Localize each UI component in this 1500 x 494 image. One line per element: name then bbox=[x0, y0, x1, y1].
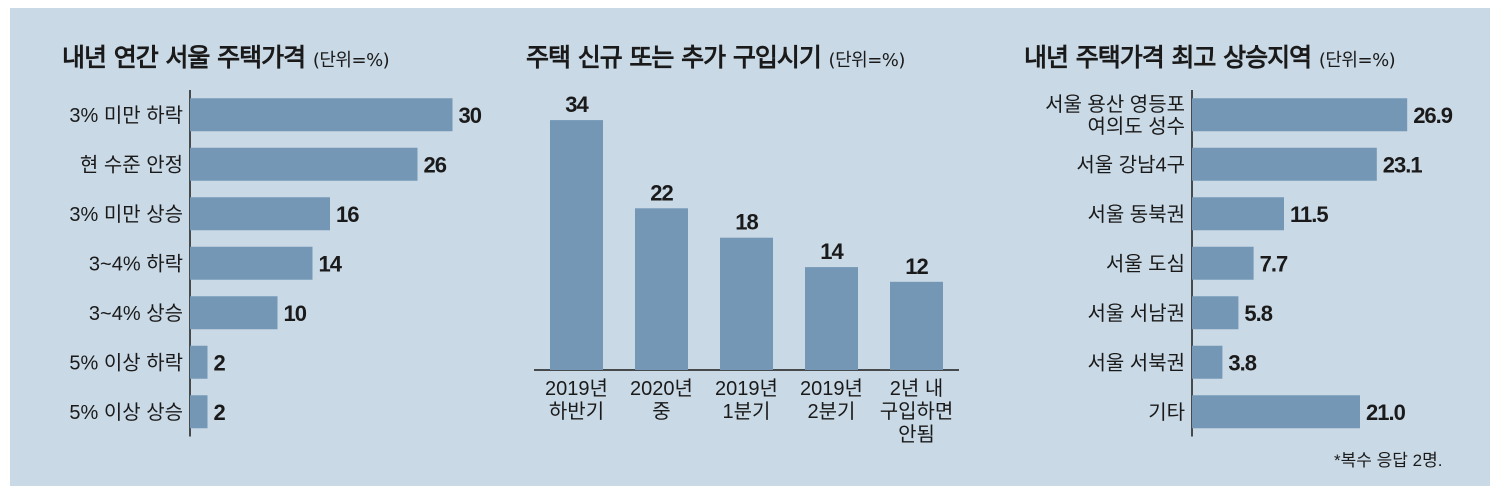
chart1-category-label: 현 수준 안정 bbox=[80, 153, 183, 176]
chart1-bar bbox=[190, 296, 278, 330]
chart2-unit: (단위=%) bbox=[828, 50, 906, 71]
chart3-bar bbox=[1192, 345, 1223, 379]
chart3-value-label: 23.1 bbox=[1383, 152, 1423, 177]
chart1-value-label: 2 bbox=[214, 350, 226, 375]
chart2-category-label: 하반기 bbox=[549, 400, 604, 423]
chart1-value-label: 10 bbox=[284, 301, 307, 326]
chart1-category-label: 3% 미만 하락 bbox=[69, 104, 183, 127]
chart1-bar bbox=[190, 197, 330, 231]
chart3-category-label: 서울 용산 영등포 bbox=[1045, 93, 1185, 116]
chart1-value-label: 14 bbox=[319, 251, 343, 276]
chart3-bar bbox=[1192, 147, 1377, 181]
chart3-category-label: 서울 서남권 bbox=[1087, 302, 1185, 325]
chart3-bar bbox=[1192, 296, 1239, 330]
chart3-unit: (단위=%) bbox=[1318, 50, 1396, 71]
chart2-category-label: 2019년 bbox=[545, 377, 608, 400]
chart3-value-label: 21.0 bbox=[1366, 400, 1406, 425]
chart2-category-label: 2019년 bbox=[800, 377, 863, 400]
chart3-category-label: 기타 bbox=[1148, 401, 1185, 424]
chart1-unit: (단위=%) bbox=[312, 50, 390, 71]
chart1-value-label: 2 bbox=[214, 400, 226, 425]
chart2-category-label: 2019년 bbox=[715, 377, 778, 400]
chart3-title: 내년 주택가격 최고 상승지역 (단위=%) bbox=[1024, 43, 1396, 72]
chart3-bar bbox=[1192, 197, 1284, 231]
chart2-category-label: 2020년 bbox=[630, 377, 693, 400]
chart2-category-label: 2년 내 bbox=[890, 377, 943, 400]
chart2-value-label: 22 bbox=[650, 180, 673, 205]
chart3-bar bbox=[1192, 246, 1254, 280]
chart1-value-label: 16 bbox=[336, 202, 359, 227]
chart3-value-label: 26.9 bbox=[1413, 103, 1453, 128]
chart2-bar bbox=[805, 267, 858, 370]
chart3-value-label: 5.8 bbox=[1244, 301, 1272, 326]
chart2-title: 주택 신규 또는 추가 구입시기 (단위=%) bbox=[526, 43, 906, 72]
chart1-title: 내년 연간 서울 주택가격 (단위=%) bbox=[62, 43, 390, 72]
chart2-value-label: 34 bbox=[565, 92, 589, 117]
chart3-category-label: 여의도 성수 bbox=[1087, 115, 1185, 138]
chart1-bar bbox=[190, 395, 208, 429]
chart2-value-label: 14 bbox=[820, 239, 844, 264]
chart2-category-label: 2분기 bbox=[808, 400, 856, 423]
chart3-category-label: 서울 서북권 bbox=[1087, 351, 1185, 374]
chart1-category-label: 5% 이상 하락 bbox=[69, 351, 183, 374]
chart2-category-label: 1분기 bbox=[723, 400, 771, 423]
chart3-value-label: 11.5 bbox=[1290, 202, 1328, 227]
chart2-category-label: 중 bbox=[652, 401, 670, 423]
chart3-category-label: 서울 도심 bbox=[1106, 252, 1185, 275]
chart2-bar bbox=[720, 237, 773, 370]
chart1-bar bbox=[190, 345, 208, 379]
footnote: *복수 응답 2명. bbox=[1334, 451, 1443, 470]
chart3-bar bbox=[1192, 395, 1360, 429]
chart1-category-label: 3% 미만 상승 bbox=[69, 203, 183, 226]
chart3-value-label: 3.8 bbox=[1228, 350, 1256, 375]
chart1-category-label: 3~4% 상승 bbox=[89, 302, 183, 325]
chart1-bar bbox=[190, 147, 418, 181]
chart1-category-label: 5% 이상 상승 bbox=[69, 401, 183, 424]
chart3-category-label: 서울 강남4구 bbox=[1076, 153, 1185, 176]
chart2-category-label: 안됨 bbox=[898, 423, 935, 446]
chart2-category-label: 구입하면 bbox=[880, 400, 954, 423]
chart2-bar bbox=[890, 281, 943, 370]
chart1-bar bbox=[190, 98, 453, 132]
chart1-value-label: 30 bbox=[459, 103, 482, 128]
chart2-value-label: 18 bbox=[735, 210, 758, 235]
chart2-value-label: 12 bbox=[905, 254, 928, 279]
chart1-value-label: 26 bbox=[424, 152, 447, 177]
chart3-category-label: 서울 동북권 bbox=[1087, 203, 1185, 226]
chart2-bar bbox=[635, 208, 688, 370]
chart1-category-label: 3~4% 하락 bbox=[89, 252, 183, 275]
chart2-bar bbox=[550, 120, 603, 370]
chart1-bar bbox=[190, 246, 313, 280]
chart3-bar bbox=[1192, 98, 1408, 132]
chart3-value-label: 7.7 bbox=[1260, 251, 1288, 276]
